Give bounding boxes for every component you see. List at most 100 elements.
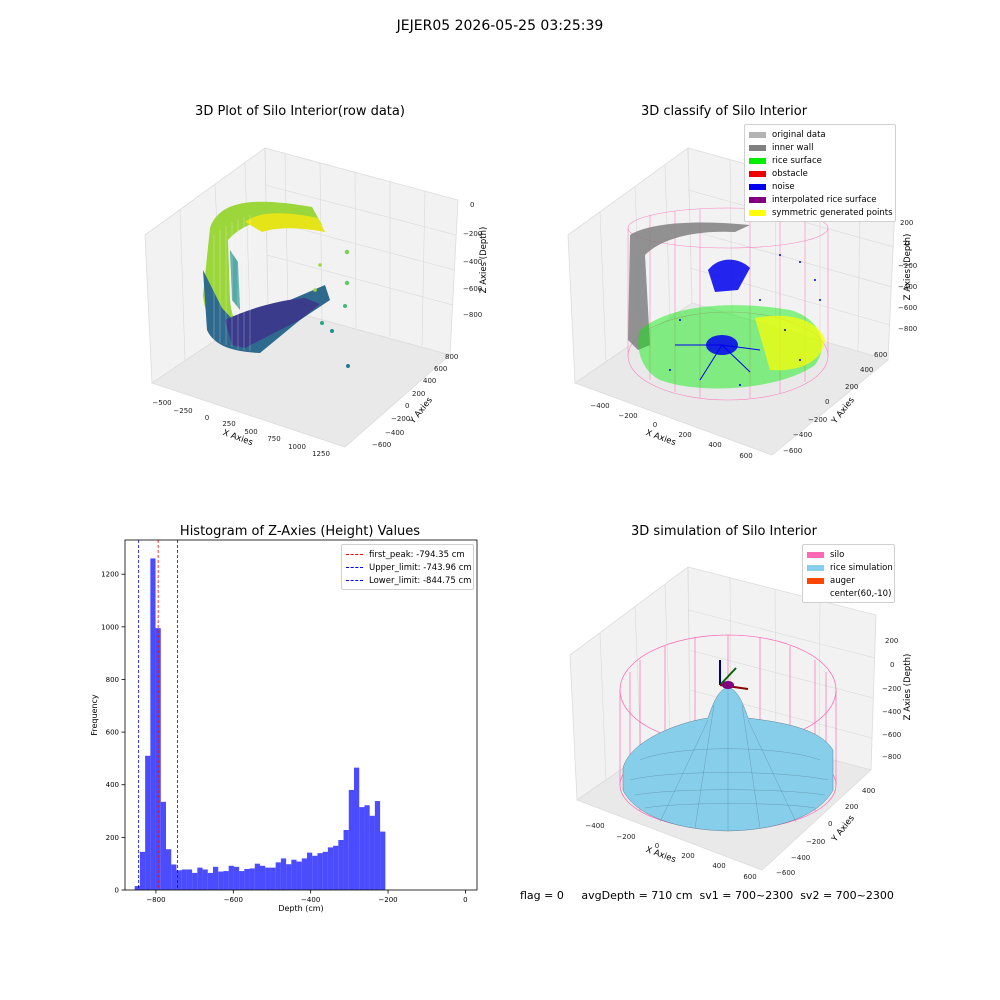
histogram-bar [322, 851, 328, 890]
histogram-xticks: −800 −600 −400 −200 0 [146, 890, 468, 904]
histogram-bar [150, 558, 156, 890]
histogram-bar [312, 855, 318, 890]
sim-xtick: 200 [681, 852, 694, 860]
histogram-bar [218, 871, 224, 890]
sim-ytick: 400 [862, 787, 875, 795]
histogram-yticks: 0 200 400 600 800 1000 1200 [101, 571, 125, 895]
raw-xtick: 750 [267, 435, 280, 443]
histogram-bar [186, 869, 193, 890]
histogram-legend: first_peak: -794.35 cm Upper_limit: -743… [341, 544, 474, 590]
classify-ztick: −400 [898, 283, 917, 291]
simulation-legend: silo rice simulation auger center(60,-10… [802, 544, 895, 603]
classify-ytick: 400 [860, 366, 873, 374]
classify-ytick: −600 [783, 447, 802, 455]
sim-ztick: −600 [882, 731, 901, 739]
histogram-bar [192, 872, 198, 890]
classify-inner-wall [628, 222, 750, 350]
classify-plot-title: 3D classify of Silo Interior [640, 104, 808, 119]
histogram-bar [244, 868, 250, 890]
histogram-bar [249, 868, 255, 890]
legend-item: inner wall [749, 141, 890, 154]
histogram-bar [343, 830, 349, 890]
histogram-xtick-label: −400 [301, 896, 320, 904]
histogram-bar [233, 866, 240, 890]
histogram-bar [280, 858, 287, 890]
histogram-bar [160, 801, 167, 890]
raw-ytick: −200 [391, 415, 410, 423]
legend-item: Upper_limit: -743.96 cm [346, 561, 472, 574]
raw-point-cloud [203, 201, 350, 368]
histogram-title: Histogram of Z-Axies (Height) Values [179, 524, 421, 539]
histogram-bar [333, 845, 339, 890]
avg-depth-text: avgDepth = 710 cm sv1 = 700~2300 sv2 = 7… [581, 889, 894, 902]
histogram-bar [338, 840, 344, 890]
raw-ytick: −600 [372, 441, 391, 449]
classify-xtick: −400 [590, 402, 609, 410]
histogram-ytick-label: 400 [106, 781, 119, 789]
raw-ytick: 800 [445, 353, 458, 361]
raw-xtick: 1250 [312, 450, 330, 458]
raw-ytick: 600 [434, 365, 447, 373]
legend-item: Lower_limit: -844.75 cm [346, 574, 471, 587]
legend-swatch [749, 183, 766, 190]
legend-swatch [807, 591, 824, 597]
raw-wall-band [203, 201, 322, 353]
legend-item: symmetric generated points [749, 206, 893, 219]
histogram-bar [254, 863, 260, 890]
classify-noise-cluster [708, 259, 750, 292]
legend-item: obstacle [749, 167, 890, 180]
legend-swatch [749, 196, 766, 203]
histogram-bar [197, 867, 203, 890]
legend-swatch [749, 131, 766, 138]
simulation-3d-plot: −400 −200 0 200 400 600 −600 −400 −200 0… [569, 566, 913, 881]
histogram-bar [181, 869, 187, 890]
histogram-xtick-label: 0 [463, 896, 467, 904]
histogram-ytick-label: 600 [106, 729, 119, 737]
sim-ytick: −400 [791, 854, 810, 862]
legend-label: silo [830, 549, 845, 560]
histogram-ytick-label: 800 [106, 676, 119, 684]
histogram-xtick-label: −600 [224, 896, 243, 904]
histogram-bar [369, 815, 375, 890]
raw-ztick: −400 [463, 258, 482, 266]
sim-x-axis-label: X Axies [644, 845, 677, 865]
histogram-bar [207, 872, 213, 890]
legend-swatch [807, 564, 824, 571]
legend-item: auger [807, 574, 889, 587]
legend-line [346, 567, 363, 568]
legend-label: center(60,-10) [830, 588, 892, 599]
raw-yellow-cap [245, 213, 325, 232]
histogram-ytick-label: 200 [106, 834, 119, 842]
classify-3d-plot: −400 −200 0 200 400 600 −600 −400 −200 0… [567, 147, 917, 460]
legend-swatch [749, 170, 766, 177]
sim-ztick: −800 [882, 753, 901, 761]
raw-xtick: 500 [244, 428, 257, 436]
raw-xtick: −500 [152, 399, 171, 407]
classify-ytick: 200 [845, 383, 858, 391]
histogram-bar [213, 866, 219, 890]
classify-ytick: 0 [825, 398, 829, 406]
status-footer: flag = 0 avgDepth = 710 cm sv1 = 700~230… [520, 889, 894, 902]
legend-label: symmetric generated points [772, 207, 893, 218]
raw-ytick: 400 [423, 377, 436, 385]
legend-item: center(60,-10) [807, 587, 892, 600]
sim-xtick: 400 [712, 862, 725, 870]
legend-item: silo [807, 548, 889, 561]
classify-ytick: −400 [793, 431, 812, 439]
classify-ztick: −600 [898, 304, 917, 312]
sim-ztick: 0 [890, 661, 894, 669]
simulation-plot-title: 3D simulation of Silo Interior [631, 524, 817, 539]
classify-ztick: −200 [898, 262, 917, 270]
figure-title: JEJER05 2026-05-25 03:25:39 [396, 18, 604, 34]
legend-label: rice simulation [830, 562, 893, 573]
histogram-vlines [138, 540, 179, 890]
raw-xtick: −250 [173, 407, 192, 415]
classify-ztick: 200 [900, 219, 913, 227]
histogram-x-axis-label: Depth (cm) [278, 904, 323, 913]
legend-label: noise [772, 181, 795, 192]
legend-swatch [749, 157, 766, 164]
classify-x-axis-label: X Axies [644, 428, 677, 448]
legend-item: interpolated rice surface [749, 193, 890, 206]
legend-label: inner wall [772, 142, 814, 153]
histogram-bar [202, 869, 208, 890]
